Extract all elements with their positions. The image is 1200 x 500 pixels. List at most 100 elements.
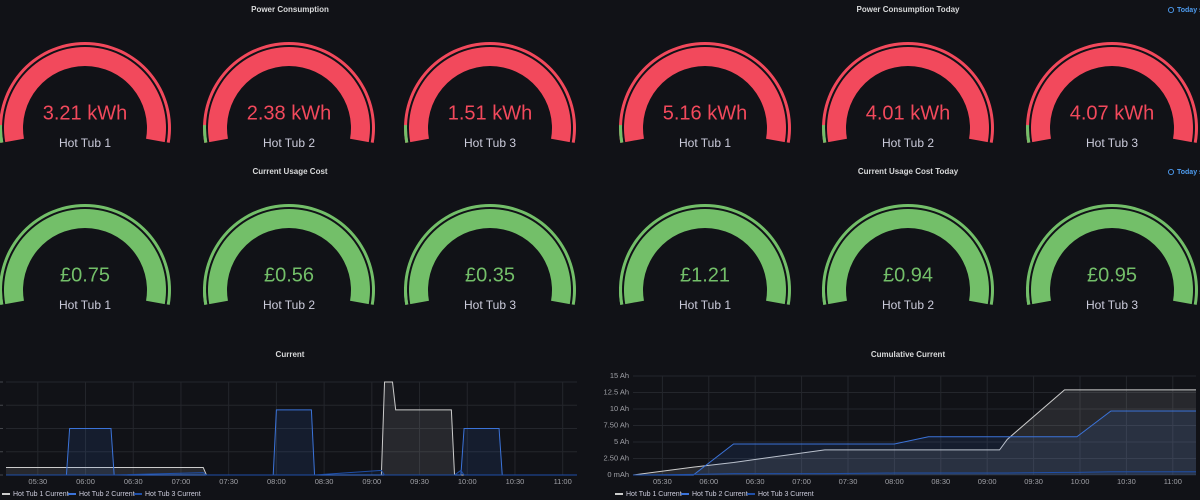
chart-title: Cumulative Current (871, 350, 946, 359)
x-tick-label: 09:30 (410, 477, 429, 486)
series-line (632, 389, 1196, 476)
chart-title: Current (276, 350, 305, 359)
x-tick-label: 07:30 (839, 477, 858, 486)
x-tick-label: 07:00 (172, 477, 191, 486)
x-tick-label: 07:30 (219, 477, 238, 486)
gauge-label: Hot Tub 2 (263, 298, 315, 312)
x-tick-label: 07:00 (792, 477, 811, 486)
gauge-threshold-start (619, 286, 624, 305)
gauge-arc (1031, 208, 1194, 305)
gauge-label: Hot Tub 1 (59, 298, 111, 312)
x-tick-label: 10:00 (1071, 477, 1090, 486)
gauge-label: Hot Tub 2 (882, 136, 934, 150)
x-tick-label: 10:00 (458, 477, 477, 486)
x-tick-label: 06:00 (699, 477, 718, 486)
x-tick-label: 11:00 (554, 477, 572, 486)
panel-title: Current Usage Cost Today (858, 167, 959, 176)
x-tick-label: 08:00 (267, 477, 286, 486)
gauge-arc (208, 47, 371, 143)
gauge-label: Hot Tub 2 (263, 136, 315, 150)
series-area (633, 410, 1196, 475)
series-line (6, 469, 577, 476)
gauge-threshold-start (822, 124, 827, 143)
gauge-label: Hot Tub 3 (1086, 136, 1138, 150)
gauge-label: Hot Tub 1 (679, 298, 731, 312)
legend-label: Hot Tub 2 Current (692, 491, 748, 498)
panel-title: Power Consumption Today (857, 5, 961, 14)
y-tick-label: 0 mAh (607, 470, 629, 479)
panel-link[interactable]: Today s (1177, 169, 1200, 176)
gauge-arc (1031, 46, 1194, 143)
gauge-label: Hot Tub 3 (464, 298, 516, 312)
y-tick-label: 7.50 Ah (604, 420, 629, 429)
gauge-value: 3.21 kWh (43, 102, 127, 124)
series-area (633, 389, 1196, 475)
x-tick-label: 06:30 (124, 477, 143, 486)
gauge-arc (408, 209, 571, 305)
x-tick-label: 05:30 (653, 477, 672, 486)
gauge-threshold-start (822, 286, 827, 305)
gauge-value: £0.94 (883, 264, 933, 286)
gauge-label: Hot Tub 3 (464, 136, 516, 150)
x-tick-label: 06:00 (76, 477, 95, 486)
x-tick-label: 06:30 (746, 477, 765, 486)
gauge-label: Hot Tub 3 (1086, 298, 1138, 312)
x-tick-label: 09:00 (978, 477, 997, 486)
x-tick-label: 10:30 (506, 477, 525, 486)
gauge-arc (624, 208, 786, 305)
x-tick-label: 08:00 (885, 477, 904, 486)
gauge-label: Hot Tub 1 (679, 136, 731, 150)
gauge-value: £0.56 (264, 264, 314, 286)
legend-label: Hot Tub 1 Current (13, 491, 69, 498)
series-area (6, 382, 577, 475)
gauge-value: £0.95 (1087, 264, 1137, 286)
gauge-value: 4.07 kWh (1070, 102, 1154, 124)
y-tick-label: 2.50 Ah (604, 453, 629, 462)
series-line (632, 471, 1196, 476)
gauge-threshold-start (404, 286, 409, 305)
gauge-label: Hot Tub 1 (59, 136, 111, 150)
gauge-arc (3, 209, 166, 305)
gauge-arc (624, 46, 786, 143)
panel-title: Power Consumption (251, 5, 329, 14)
gauge-value: 1.51 kWh (448, 102, 532, 124)
y-tick-label: 15 Ah (610, 371, 629, 380)
gauge-threshold-start (404, 124, 409, 143)
gauge-threshold-start (202, 124, 208, 143)
gauge-value: £0.75 (60, 264, 110, 286)
y-tick-label: 5 Ah (614, 437, 629, 446)
legend-label: Hot Tub 3 Current (145, 491, 201, 498)
gauge-threshold-start (1026, 286, 1031, 305)
gauge-label: Hot Tub 2 (882, 298, 934, 312)
gauge-threshold-start (618, 124, 624, 143)
x-tick-label: 09:30 (1024, 477, 1043, 486)
gauge-value: £0.35 (465, 264, 515, 286)
series-area (6, 409, 577, 475)
gauge-value: 5.16 kWh (663, 102, 747, 124)
panel-link[interactable]: Today so (1177, 7, 1200, 14)
gauge-threshold-start (202, 286, 208, 305)
gauge-value: 4.01 kWh (866, 102, 950, 124)
x-tick-label: 09:00 (362, 477, 381, 486)
gauge-arc (827, 46, 989, 143)
y-tick-label: 12.5 Ah (604, 387, 629, 396)
legend-label: Hot Tub 3 Current (758, 491, 814, 498)
gauge-threshold-start (1026, 124, 1031, 143)
gauge-threshold-start (0, 125, 4, 143)
x-tick-label: 08:30 (315, 477, 334, 486)
link-icon (1167, 168, 1175, 176)
x-tick-label: 10:30 (1117, 477, 1136, 486)
y-tick-label: 10 Ah (610, 404, 629, 413)
panel-title: Current Usage Cost (252, 167, 327, 176)
gauge-arc (3, 47, 166, 143)
gauge-arc (827, 208, 989, 305)
gauge-value: £1.21 (680, 264, 730, 286)
gauge-threshold-start (0, 287, 4, 305)
series-line (633, 410, 1196, 476)
gauge-arc (208, 209, 370, 305)
x-tick-label: 05:30 (28, 477, 47, 486)
gauge-arc (408, 47, 571, 143)
